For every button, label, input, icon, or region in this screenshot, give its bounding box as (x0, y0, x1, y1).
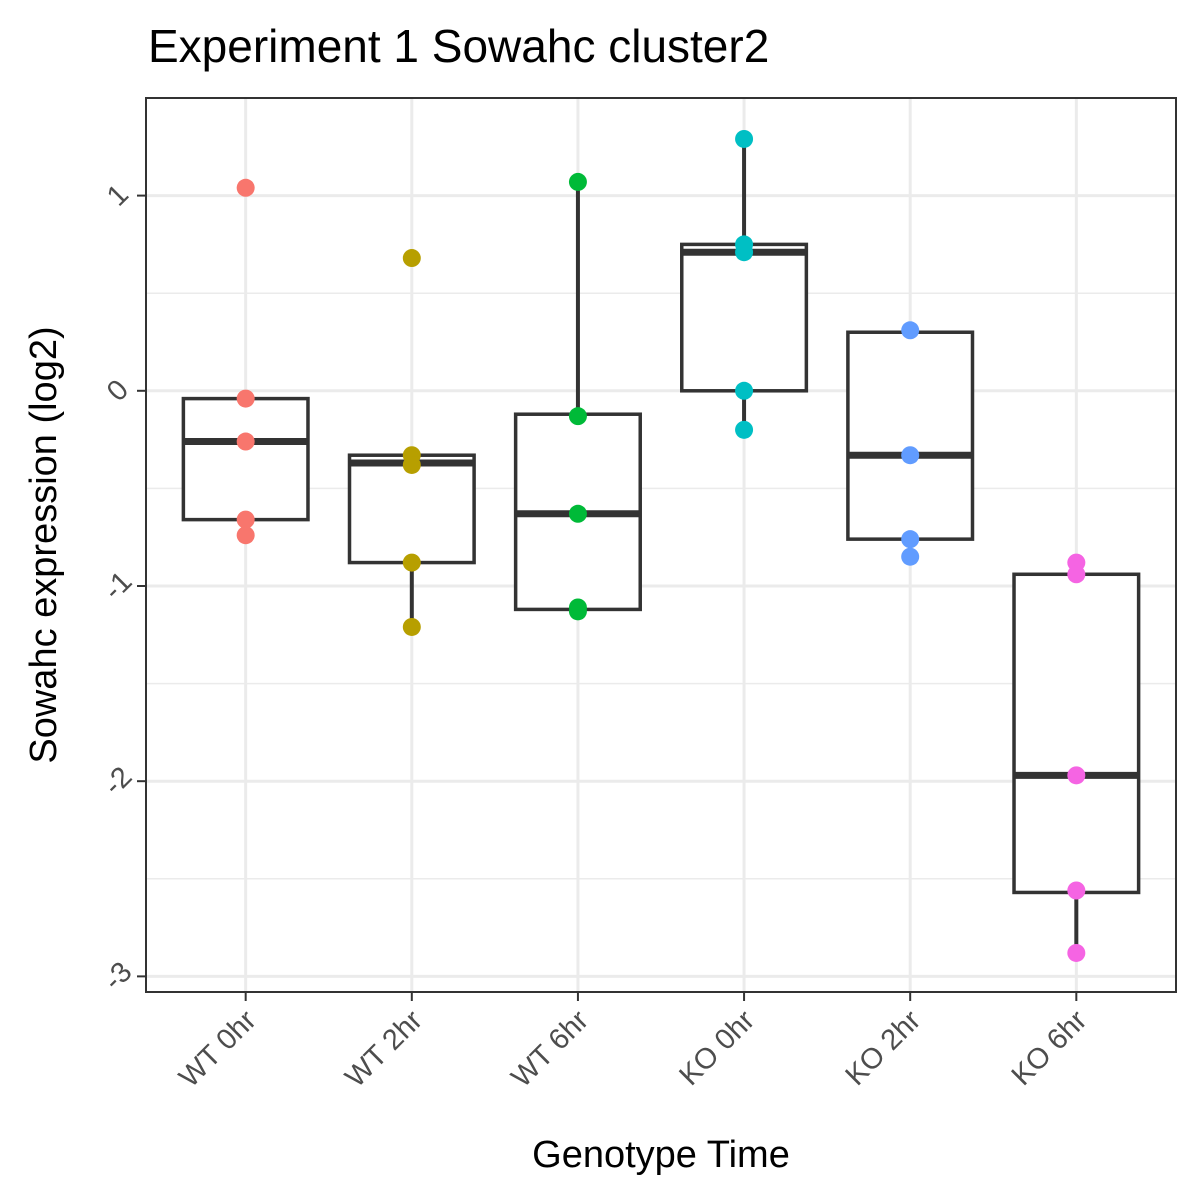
y-tick-label: 1 (101, 179, 135, 213)
point-layer (236, 129, 1086, 962)
panel-border (145, 97, 1177, 993)
data-point (901, 547, 920, 566)
box-layer (181, 138, 1141, 953)
data-point (735, 381, 754, 400)
data-point (735, 420, 754, 439)
data-point (1067, 565, 1086, 584)
x-tick-label: KO 0hr (673, 1004, 761, 1092)
data-point (901, 321, 920, 340)
data-point (735, 243, 754, 262)
box-6 (1012, 572, 1141, 953)
x-tick-label: KO 2hr (840, 1004, 928, 1092)
data-point (735, 129, 754, 148)
data-point (568, 407, 587, 426)
y-tick-label: -3 (98, 956, 139, 997)
box-body (1012, 572, 1141, 895)
y-tick-label: 0 (101, 374, 135, 408)
data-point (1067, 943, 1086, 962)
box-4 (680, 138, 809, 430)
x-axis-title: Genotype Time (532, 1134, 790, 1176)
data-point (568, 602, 587, 621)
data-point (568, 504, 587, 523)
data-point (236, 526, 255, 545)
box-body (846, 330, 975, 541)
data-point (402, 617, 421, 636)
data-point (236, 432, 255, 451)
box-2 (347, 453, 476, 627)
data-point (402, 249, 421, 268)
data-point (1067, 766, 1086, 785)
data-point (568, 172, 587, 191)
box-1 (181, 396, 310, 522)
y-tick-label: -1 (98, 566, 139, 607)
data-point (236, 178, 255, 197)
box-3 (513, 181, 642, 612)
x-tick-label: WT 6hr (505, 1004, 595, 1094)
data-point (1067, 881, 1086, 900)
y-axis-title: Sowahc expression (log2) (23, 326, 65, 763)
data-point (402, 553, 421, 572)
data-point (402, 455, 421, 474)
data-point (901, 530, 920, 549)
x-tick-label: KO 6hr (1006, 1004, 1094, 1092)
data-point (236, 389, 255, 408)
chart-title: Experiment 1 Sowahc cluster2 (148, 20, 769, 72)
y-tick-label: -2 (98, 761, 139, 802)
box-body (181, 396, 310, 522)
data-point (901, 446, 920, 465)
x-tick-label: WT 0hr (173, 1004, 263, 1094)
box-5 (846, 330, 975, 557)
data-point (236, 510, 255, 529)
box-body (680, 242, 809, 393)
x-tick-label: WT 2hr (339, 1004, 429, 1094)
